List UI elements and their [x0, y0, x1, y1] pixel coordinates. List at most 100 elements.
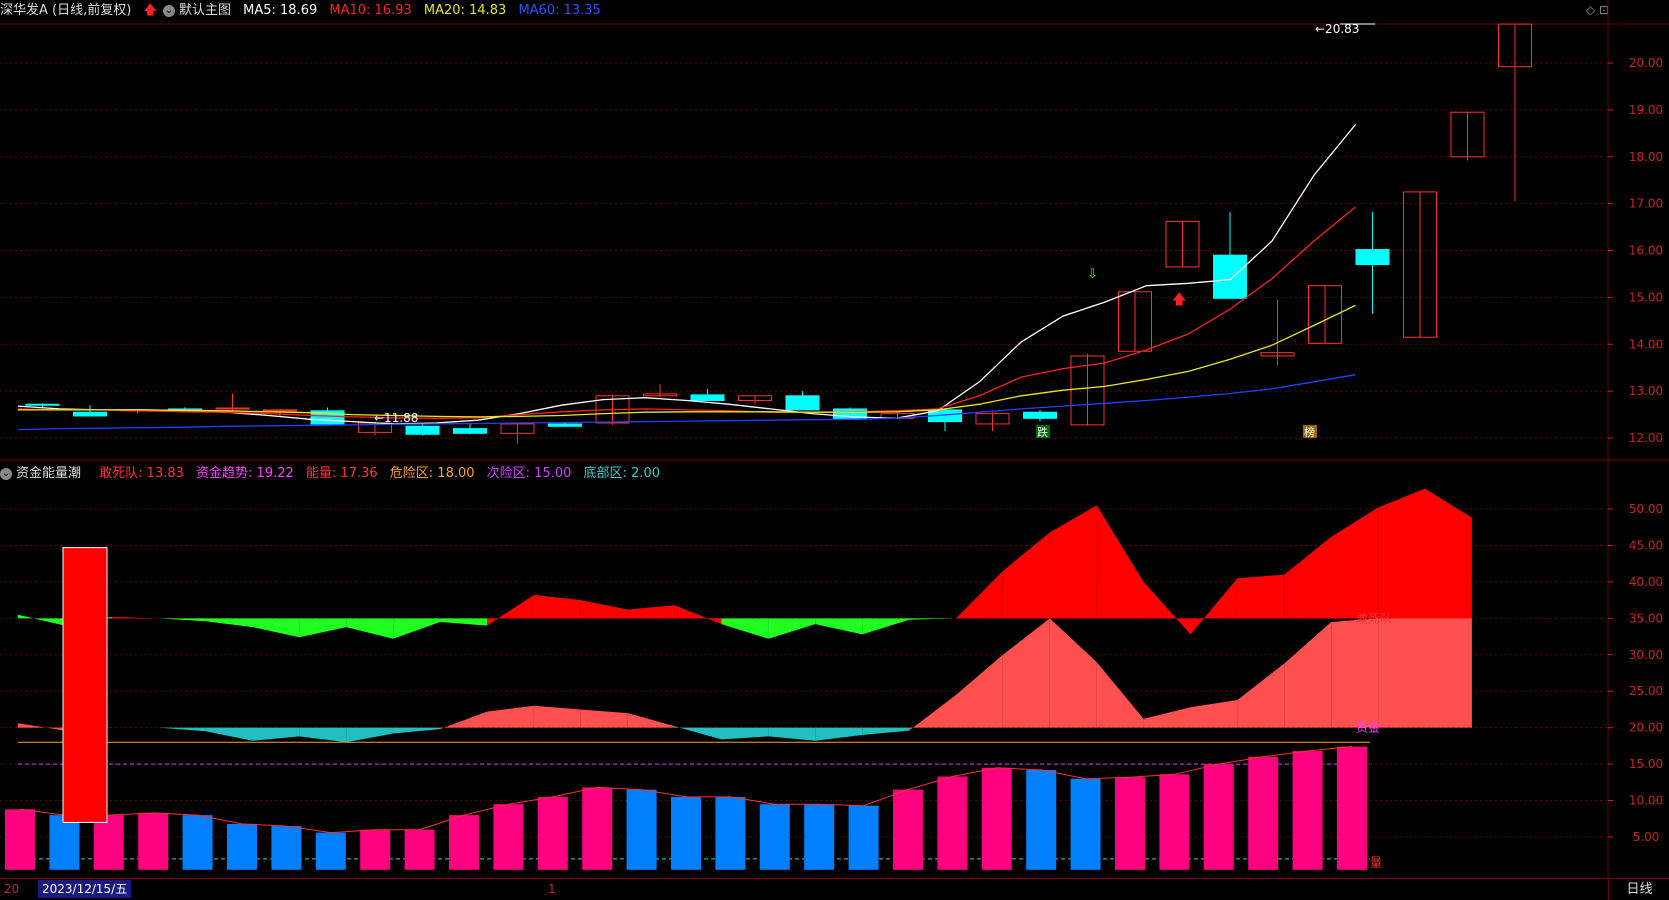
energy-bar	[360, 829, 391, 870]
indicator-tick-label: 35.00	[1629, 611, 1663, 625]
energy-bar	[537, 796, 568, 870]
fund-trend-area	[1237, 663, 1285, 728]
fund-trend-area	[1331, 618, 1379, 728]
indicator-tick-label: 40.00	[1629, 575, 1663, 589]
candle-body	[1023, 411, 1057, 419]
dare-team-area	[1425, 488, 1472, 619]
fund-trend-area	[1425, 618, 1472, 728]
ma5-line	[17, 123, 1357, 425]
candle-body	[1403, 191, 1437, 338]
ma20-line	[18, 304, 1356, 418]
fund-trend-value: 资金趋势: 19.22	[196, 466, 294, 481]
candle-body	[405, 425, 440, 435]
window-control-icons[interactable]: ◇ ⊡	[1585, 3, 1609, 17]
fund-trend-area	[487, 705, 534, 728]
candle-body	[1355, 249, 1390, 266]
candlestick-chart: ←20.83 ←11.88 ⇩ 🡅 跌 榜	[17, 22, 1532, 444]
indicator-tick-label: 50.00	[1629, 502, 1663, 516]
dare-team-area	[1190, 578, 1238, 635]
energy-bar	[493, 804, 524, 870]
energy-bar	[626, 789, 657, 870]
fall-marker: 跌	[1037, 425, 1048, 439]
price-tick-label: 12.00	[1629, 431, 1663, 445]
energy-bar	[1159, 774, 1190, 870]
indicator-tick-label: 30.00	[1629, 648, 1663, 662]
ma10-label: MA10: 16.93	[329, 3, 412, 18]
time-axis-bar[interactable]: 20 2023/12/15/五 1 日线	[0, 878, 1669, 900]
dare-team-area	[1143, 581, 1191, 635]
time-axis-tick: 1	[548, 882, 556, 896]
dare-team-area	[533, 595, 581, 619]
fund-trend-area	[815, 727, 863, 741]
price-tick-label: 17.00	[1629, 197, 1663, 211]
candle-body	[1165, 220, 1200, 268]
energy-bar	[93, 815, 124, 870]
stock-title[interactable]: 深华发A (日线,前复权)	[0, 3, 132, 18]
settings-circle-icon[interactable]: ⌄	[162, 4, 175, 17]
dare-team-area	[158, 618, 206, 622]
dare-team-area	[956, 570, 1003, 619]
energy-bar	[138, 812, 169, 870]
energy-side-label: 量	[1370, 856, 1382, 870]
fund-trend-area	[299, 727, 347, 743]
energy-line	[19, 746, 1353, 834]
dare-team-area	[580, 600, 628, 619]
energy-bar	[1248, 756, 1279, 870]
price-tick-label: 14.00	[1629, 337, 1663, 351]
candle-body	[1118, 291, 1152, 352]
fund-trend-area	[440, 711, 487, 730]
price-tick-label: 15.00	[1629, 290, 1663, 304]
dare-team-area	[1378, 488, 1425, 619]
dare-team-area	[1049, 505, 1097, 619]
candle-body	[1308, 285, 1342, 344]
fund-trend-area	[1190, 699, 1238, 728]
candle-body	[25, 403, 60, 406]
dare-team-area	[768, 618, 816, 639]
dare-team-area	[1002, 532, 1050, 619]
indicator-settings-icon[interactable]: ⌄	[0, 467, 12, 480]
price-tick-label: 20.00	[1629, 56, 1663, 70]
fund-trend-area	[205, 727, 253, 741]
dare-team-area	[1284, 536, 1332, 619]
indicator-name[interactable]: 资金能量潮	[16, 466, 82, 481]
price-tick-label: 18.00	[1629, 150, 1663, 164]
ma10-line	[17, 206, 1357, 419]
energy-bar	[449, 815, 479, 870]
fund-trend-area	[1002, 618, 1050, 728]
candle-body	[643, 393, 677, 397]
fund-trend-area	[1284, 621, 1332, 728]
dare-team-area	[111, 616, 159, 619]
price-tick-label: 19.00	[1629, 103, 1663, 117]
fund-trend-area	[533, 705, 581, 728]
dare-team-area	[862, 618, 910, 635]
danger-zone-value: 危险区: 18.00	[389, 466, 475, 481]
energy-bar	[1203, 764, 1234, 870]
candle-body	[548, 423, 582, 427]
indicator-tick-label: 15.00	[1629, 757, 1663, 771]
candle-body	[215, 407, 250, 410]
candle-body	[690, 394, 725, 401]
period-button[interactable]: 日线	[1608, 879, 1669, 900]
dare-team-area	[1331, 507, 1379, 619]
up-signal-icon: 🡅	[1172, 292, 1186, 308]
ma60-line	[17, 374, 1356, 431]
crosshair-date-label: 2023/12/15/五	[38, 880, 132, 898]
energy-bar	[182, 815, 213, 870]
up-arrow-icon: 🡅	[143, 3, 157, 18]
template-label[interactable]: 默认主图	[178, 3, 231, 18]
indicator-tick-label: 10.00	[1629, 794, 1663, 808]
energy-bar	[804, 804, 835, 870]
price-tick-label: 13.00	[1629, 384, 1663, 398]
main-chart-header: 深华发A (日线,前复权) 🡅 ⌄ 默认主图 MA5: 18.69 MA10: 1…	[0, 0, 1600, 22]
fund-trend-area	[1096, 662, 1144, 728]
dare-team-area	[674, 605, 722, 625]
fund-trend-area	[158, 727, 206, 732]
dare-team-area	[1237, 574, 1285, 619]
energy-bar	[227, 823, 257, 870]
dare-team-area	[393, 618, 441, 639]
energy-bar	[315, 832, 346, 870]
indicator-tick-label: 5.00	[1633, 830, 1660, 844]
candle-body	[785, 395, 820, 411]
